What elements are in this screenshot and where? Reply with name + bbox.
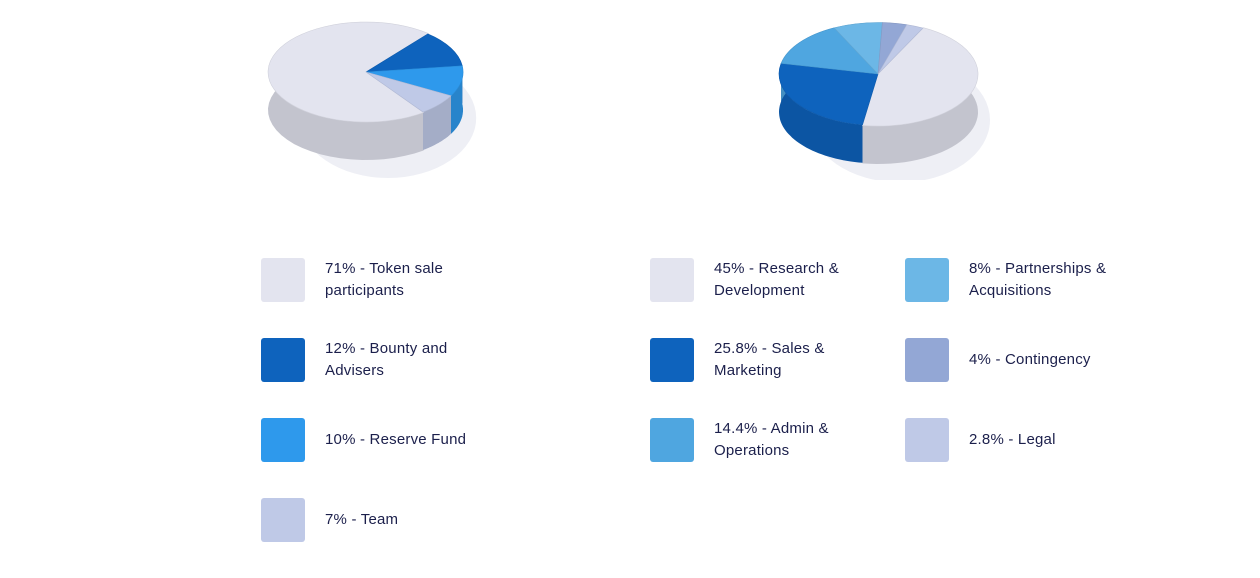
legend-item-sales-marketing: 25.8% - Sales & Marketing — [650, 338, 890, 418]
legend-label: 71% - Token sale participants — [325, 260, 443, 299]
legend-item-team: 7% - Team — [261, 498, 581, 578]
legend-item-contingency: 4% - Contingency — [905, 338, 1165, 418]
pie-slice — [365, 71, 452, 113]
legend-swatch — [650, 338, 694, 382]
legend-item-research-development: 45% - Research & Development — [650, 258, 890, 338]
legend-label: 2.8% - Legal — [969, 431, 1056, 448]
legend-item-partnerships-acquisitions: 8% - Partnerships & Acquisitions — [905, 258, 1165, 338]
pie-slice — [780, 27, 879, 75]
legend-label: 8% - Partnerships & Acquisitions — [969, 260, 1107, 299]
token-distribution-pie — [258, 0, 498, 180]
legend-item-legal: 2.8% - Legal — [905, 418, 1165, 498]
legend-swatch — [650, 418, 694, 462]
pie-slice — [267, 21, 430, 123]
token-distribution-pie-chart — [267, 21, 477, 178]
pie-slice — [877, 24, 924, 75]
funds-allocation-pie-chart — [778, 22, 990, 180]
legend-label: 10% - Reserve Fund — [325, 431, 467, 448]
legend-swatch — [261, 498, 305, 542]
legend-item-admin-operations: 14.4% - Admin & Operations — [650, 418, 890, 498]
funds-allocation-pie — [770, 0, 1010, 180]
pie-slice-side — [451, 65, 463, 134]
funds-allocation-legend-column-1: 45% - Research & Development 25.8% - Sal… — [650, 258, 890, 498]
legend-swatch — [905, 338, 949, 382]
legend-label: 45% - Research & Development — [714, 260, 839, 299]
legend-swatch — [261, 338, 305, 382]
pie-slice-side — [779, 63, 863, 163]
legend-swatch — [261, 258, 305, 302]
legend-label: 25.8% - Sales & Marketing — [714, 340, 825, 379]
legend-swatch — [905, 418, 949, 462]
legend-item-bounty-advisers: 12% - Bounty and Advisers — [261, 338, 581, 418]
funds-allocation-legend-column-2: 8% - Partnerships & Acquisitions 4% - Co… — [905, 258, 1165, 498]
legend-label: 14.4% - Admin & Operations — [714, 420, 829, 459]
legend-swatch — [650, 258, 694, 302]
legend-label: 12% - Bounty and Advisers — [325, 340, 448, 379]
legend-label: 4% - Contingency — [969, 351, 1091, 368]
legend-item-token-sale: 71% - Token sale participants — [261, 258, 581, 338]
pie-slice — [365, 33, 463, 73]
token-distribution-legend: 71% - Token sale participants 12% - Boun… — [261, 258, 581, 578]
legend-label: 7% - Team — [325, 511, 399, 528]
legend-swatch — [261, 418, 305, 462]
legend-item-reserve-fund: 10% - Reserve Fund — [261, 418, 581, 498]
pie-slice — [862, 27, 979, 127]
legend-swatch — [905, 258, 949, 302]
pie-slice — [778, 63, 879, 126]
